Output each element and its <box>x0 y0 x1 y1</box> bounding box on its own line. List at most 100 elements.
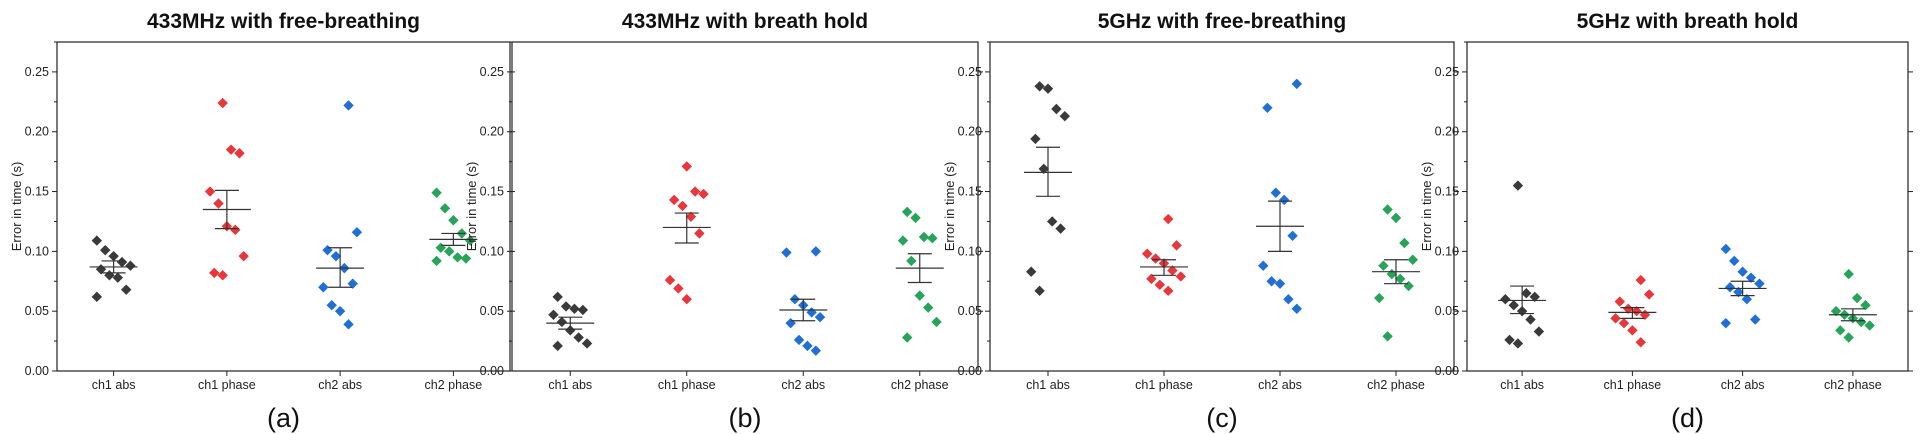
data-point <box>1270 187 1281 198</box>
data-point <box>1860 300 1871 311</box>
y-tick-label: 0.05 <box>25 304 49 318</box>
data-point <box>116 256 128 268</box>
x-tick-label: ch2 abs <box>1258 378 1302 392</box>
data-point <box>1533 326 1545 337</box>
y-tick-label: 0.20 <box>25 125 49 139</box>
data-point <box>1500 294 1511 305</box>
chart-panel-3: 5GHz with free-breathing Error in time (s… <box>942 10 1459 433</box>
data-point <box>1750 314 1761 325</box>
data-point <box>1283 294 1294 305</box>
data-point <box>1843 268 1854 280</box>
data-point <box>673 283 684 294</box>
data-point <box>910 212 921 224</box>
data-point <box>234 148 245 159</box>
data-point <box>931 316 942 328</box>
data-point <box>217 97 228 109</box>
y-tick-label: 0.25 <box>25 65 49 79</box>
data-point <box>1154 279 1165 291</box>
data-point <box>569 303 580 314</box>
data-point <box>1745 272 1757 283</box>
data-point <box>100 244 111 256</box>
data-point <box>1635 337 1646 348</box>
data-point <box>1287 230 1298 242</box>
data-point <box>91 291 103 303</box>
data-point <box>1291 78 1302 90</box>
y-tick-label: 0.10 <box>480 244 504 258</box>
data-point <box>901 206 913 218</box>
data-point <box>1525 314 1536 325</box>
x-tick-label: ch2 abs <box>318 378 362 392</box>
data-point <box>1047 216 1058 227</box>
y-tick-label: 0.00 <box>1435 364 1459 378</box>
data-point <box>548 309 559 320</box>
data-point <box>1508 300 1519 311</box>
x-tick-label: ch2 phase <box>1367 378 1425 392</box>
data-point <box>209 267 220 279</box>
data-point <box>1737 266 1748 277</box>
plot-frame <box>1466 41 1909 372</box>
data-point <box>668 194 680 206</box>
data-point <box>1034 285 1045 297</box>
data-point <box>464 235 476 246</box>
data-point <box>326 300 337 311</box>
data-point <box>1724 282 1736 293</box>
data-point <box>1512 180 1524 191</box>
data-point <box>785 317 796 329</box>
y-axis-label: Error in time (s) <box>1419 162 1434 252</box>
data-point <box>1614 296 1625 307</box>
data-point <box>677 200 688 212</box>
data-point <box>1026 266 1037 277</box>
data-point <box>334 305 346 317</box>
y-tick-label: 0.10 <box>25 244 49 258</box>
panel-label: (c) <box>1206 403 1237 433</box>
data-point <box>330 250 342 262</box>
data-point <box>204 186 216 197</box>
data-point <box>121 284 132 295</box>
data-point <box>225 144 237 155</box>
data-point <box>1627 325 1638 336</box>
data-point <box>901 332 913 343</box>
data-point <box>1382 331 1393 342</box>
data-point <box>1382 204 1393 215</box>
data-point <box>560 301 572 312</box>
data-point <box>351 227 363 238</box>
data-point <box>1142 248 1153 259</box>
data-point <box>1262 102 1273 113</box>
data-point <box>1399 237 1410 249</box>
data-point <box>1038 163 1049 175</box>
data-point <box>1851 292 1863 304</box>
data-point <box>581 338 593 349</box>
data-point <box>694 228 705 239</box>
data-point <box>1171 240 1182 251</box>
y-tick-label: 0.10 <box>958 244 982 258</box>
data-point <box>552 340 563 352</box>
x-tick-label: ch2 abs <box>1721 378 1765 392</box>
panel-label: (a) <box>267 403 300 433</box>
data-point <box>1146 273 1157 285</box>
data-point <box>1843 332 1854 343</box>
data-point <box>565 325 576 336</box>
panel-label: (d) <box>1671 403 1704 433</box>
data-point <box>1403 280 1414 292</box>
data-point <box>1622 303 1634 314</box>
data-point <box>1741 294 1753 305</box>
data-point <box>1051 103 1062 115</box>
data-point <box>1529 291 1540 303</box>
x-tick-label: ch2 phase <box>1824 378 1882 392</box>
data-point <box>112 272 124 283</box>
y-tick-label: 0.10 <box>1435 244 1459 258</box>
data-point <box>1258 260 1269 271</box>
y-tick-label: 0.25 <box>1435 65 1459 79</box>
data-point <box>1521 288 1532 299</box>
data-point <box>125 260 136 271</box>
data-point <box>556 316 568 328</box>
data-point <box>681 161 692 172</box>
data-point <box>810 345 822 356</box>
y-tick-label: 0.05 <box>480 304 504 318</box>
data-point <box>460 253 472 264</box>
data-point <box>922 302 934 313</box>
data-point <box>443 246 455 257</box>
x-tick-label: ch1 phase <box>1135 378 1193 392</box>
